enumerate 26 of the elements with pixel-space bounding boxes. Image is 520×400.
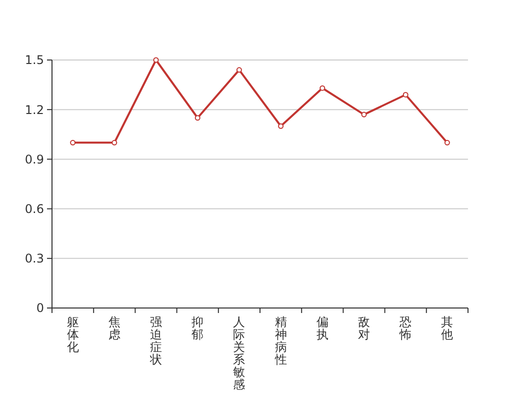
point: [153, 57, 159, 63]
y-tick-label: 0.9: [24, 152, 44, 166]
y-tick-label: 1.5: [24, 53, 44, 68]
x-tick-label: 偏执: [316, 315, 328, 342]
point: [194, 115, 200, 121]
x-tick-label: 人际关系敏感: [233, 315, 246, 392]
x-tick-label: 敌对: [358, 315, 370, 342]
point: [236, 67, 242, 73]
point: [320, 85, 326, 91]
y-tick-label: 1.2: [24, 102, 44, 117]
y-tick-label: 0.6: [24, 202, 44, 216]
x-tick-label: 抑郁: [192, 315, 204, 342]
x-tick-label: 焦虑: [108, 315, 120, 342]
point: [361, 112, 367, 118]
x-tick-label: 精神病性: [274, 315, 287, 366]
point: [444, 140, 450, 146]
y-tick-label: 0: [36, 301, 44, 316]
x-tick-label: 强迫症状: [149, 315, 162, 366]
x-tick-label: 躯体化: [66, 315, 79, 354]
point: [112, 140, 118, 146]
point: [278, 123, 284, 129]
point: [70, 140, 76, 146]
point: [402, 92, 408, 98]
y-tick-label: 0.3: [24, 252, 44, 266]
x-tick-label: 其他: [441, 315, 454, 342]
x-tick-label: 恐怖: [398, 315, 412, 342]
